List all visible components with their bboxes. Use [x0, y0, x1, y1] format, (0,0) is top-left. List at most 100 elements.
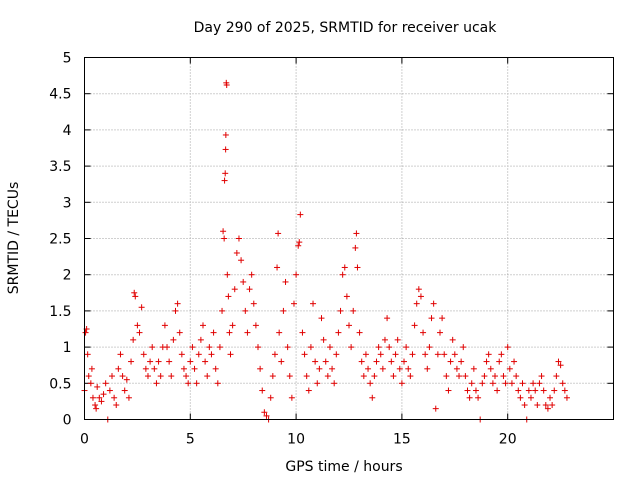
data-point [458, 358, 465, 365]
data-point [280, 307, 287, 314]
data-point [85, 373, 92, 380]
data-point [84, 351, 91, 358]
data-point [223, 82, 230, 89]
data-point [261, 409, 268, 416]
data-point [443, 373, 450, 380]
data-point [89, 394, 96, 401]
data-point [329, 365, 336, 372]
data-point [246, 286, 253, 293]
plot-frame [84, 57, 614, 420]
y-tick-label: 0 [63, 413, 72, 429]
data-point [542, 402, 549, 409]
data-point [92, 402, 99, 409]
y-axis-label: SRMTID / TECUs [6, 182, 22, 295]
y-tick-label: 3 [63, 195, 72, 211]
data-point [536, 380, 543, 387]
data-point [451, 351, 458, 358]
chart-title: Day 290 of 2025, SRMTID for receiver uca… [194, 20, 498, 36]
data-point [511, 358, 518, 365]
data-point [422, 351, 429, 358]
data-point [275, 230, 282, 237]
data-point [538, 373, 545, 380]
data-point [527, 394, 534, 401]
data-point [386, 344, 393, 351]
data-point [470, 365, 477, 372]
x-tick-label: 10 [287, 432, 305, 448]
data-point [157, 373, 164, 380]
data-point [379, 365, 386, 372]
data-point [151, 365, 158, 372]
data-point [481, 373, 488, 380]
data-point [153, 380, 160, 387]
data-point [187, 358, 194, 365]
x-tick-label: 15 [393, 432, 411, 448]
data-point [346, 322, 352, 329]
data-point [297, 211, 304, 218]
data-point [447, 358, 454, 365]
data-point [132, 293, 139, 300]
data-point [353, 230, 360, 237]
data-point [290, 300, 297, 307]
data-point [259, 387, 266, 394]
data-point [299, 329, 306, 336]
data-point [296, 239, 303, 246]
data-point [318, 315, 325, 322]
data-point [479, 380, 486, 387]
data-point [168, 373, 175, 380]
data-point [534, 402, 541, 409]
data-point [229, 322, 236, 329]
data-point [220, 228, 227, 235]
data-point [111, 394, 118, 401]
x-axis-label: GPS time / hours [285, 459, 402, 475]
data-point [540, 387, 547, 394]
data-point [305, 387, 312, 394]
data-point [136, 329, 143, 336]
data-point [553, 373, 560, 380]
data-point [544, 405, 551, 412]
data-point [405, 365, 412, 372]
data-point [350, 307, 357, 314]
x-tick-label: 5 [186, 432, 195, 448]
data-point [530, 380, 537, 387]
data-point [178, 351, 185, 358]
data-point [208, 351, 215, 358]
data-point [131, 289, 138, 296]
data-point [515, 387, 522, 394]
data-point [390, 373, 397, 380]
data-point [204, 373, 211, 380]
data-point [121, 387, 128, 394]
data-point [303, 373, 310, 380]
y-tick-label: 5 [63, 51, 72, 67]
grid [84, 57, 614, 420]
data-point [144, 373, 151, 380]
data-point [401, 358, 408, 365]
data-point [559, 380, 566, 387]
data-point [224, 271, 231, 278]
data-point [367, 380, 374, 387]
data-point [413, 300, 420, 307]
data-point [449, 336, 456, 343]
data-point [492, 373, 499, 380]
data-point [460, 344, 467, 351]
data-point [240, 278, 247, 285]
data-point [195, 351, 202, 358]
data-point [316, 365, 323, 372]
data-point [274, 264, 281, 271]
data-point [403, 344, 410, 351]
data-point [206, 344, 213, 351]
data-point [384, 315, 391, 322]
data-point [407, 373, 414, 380]
data-point [193, 380, 200, 387]
data-point [547, 394, 554, 401]
data-point [371, 373, 378, 380]
data-point [115, 365, 122, 372]
data-point [417, 293, 424, 300]
data-point [166, 358, 173, 365]
data-point [295, 242, 302, 249]
data-point [494, 387, 501, 394]
data-point [269, 373, 276, 380]
data-point [278, 358, 285, 365]
data-point [430, 300, 437, 307]
data-point [87, 380, 94, 387]
data-point [337, 307, 344, 314]
